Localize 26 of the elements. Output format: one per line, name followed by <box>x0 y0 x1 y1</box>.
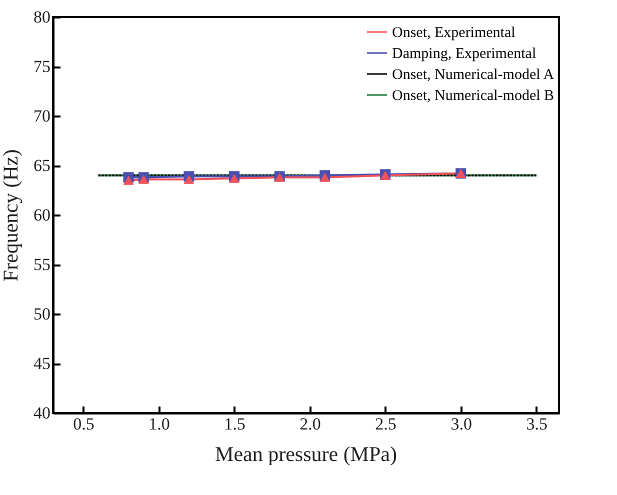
point <box>229 174 240 183</box>
point <box>123 176 134 185</box>
x-tick-label: 1.0 <box>148 414 170 434</box>
y-tick-label: 60 <box>34 206 50 224</box>
legend-label: Onset, Numerical-model B <box>392 88 554 104</box>
legend-label: Onset, Numerical-model A <box>392 67 554 83</box>
point <box>184 174 194 184</box>
point <box>320 172 330 182</box>
x-tick-label: 3.0 <box>450 414 472 434</box>
y-tick-label: 50 <box>34 304 50 324</box>
x-tick-label: 1.5 <box>224 414 246 434</box>
legend-label: Onset, Experimental <box>392 25 516 41</box>
y-tick-label: 70 <box>34 106 50 126</box>
y-tick-label: 65 <box>34 156 50 175</box>
x-tick-label: 2.5 <box>375 414 396 434</box>
y-tick-label: 75 <box>34 57 50 76</box>
point <box>138 174 149 184</box>
y-tick-label: 80 <box>34 8 50 26</box>
x-tick-label: 3.5 <box>526 414 548 434</box>
legend-label: Damping, Experimental <box>392 46 536 62</box>
x-tick-label: 0.5 <box>73 414 94 434</box>
x-tick-label: 2.0 <box>300 414 321 434</box>
y-tick-label: 40 <box>34 404 50 422</box>
y-tick-label: 45 <box>34 354 50 373</box>
y-axis-title: Frequency (Hz) <box>0 149 22 282</box>
y-tick-label: 55 <box>34 255 50 274</box>
